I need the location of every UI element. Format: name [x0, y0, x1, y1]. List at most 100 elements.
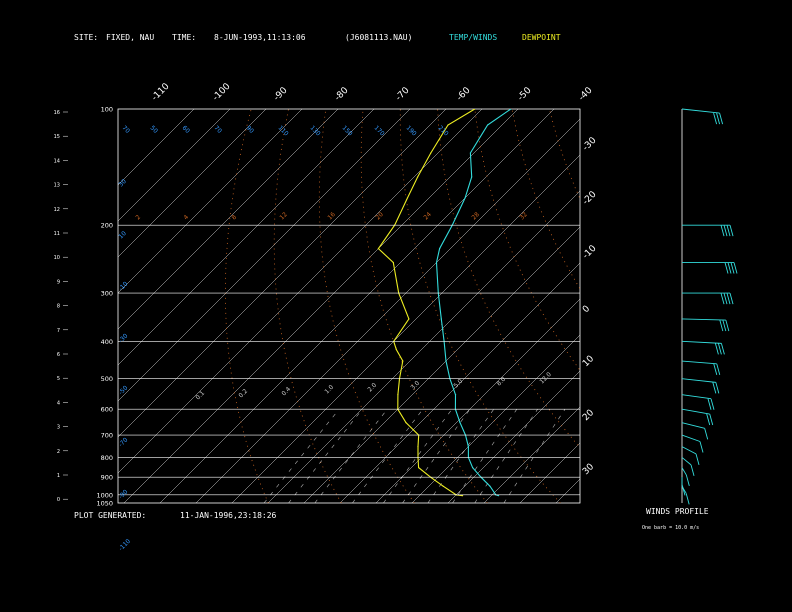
height-tick-label: 11 — [54, 231, 60, 237]
pressure-tick-label: 100 — [101, 106, 113, 114]
wind-barb-staff — [681, 340, 722, 344]
dry-adiabat-line — [360, 109, 488, 503]
mixing-ratio-line — [288, 409, 363, 503]
isotherm-line — [118, 109, 339, 330]
wind-barb-flag — [690, 464, 695, 476]
winds-profile-note: One barb = 10.0 m/s — [642, 525, 700, 531]
isotherm-line — [339, 262, 580, 503]
dry-adiabat-label: 32 — [518, 211, 528, 221]
wind-barb-flag — [714, 343, 719, 355]
isotherm-top-label: -100 — [211, 81, 233, 103]
isotherm-line — [447, 370, 580, 503]
mixing-ratio-label: 8.0 — [495, 376, 507, 388]
dry-adiabat-line — [661, 109, 792, 503]
dewpoint-profile-point — [395, 348, 397, 351]
wind-barb-staff — [681, 108, 720, 114]
isotherm-line — [628, 109, 792, 503]
isotherm-line — [118, 109, 411, 402]
mixing-ratio-line — [427, 409, 495, 503]
isotherm-line — [195, 118, 580, 503]
left-edge-label: 30 — [117, 178, 127, 188]
isotherm-line — [159, 109, 555, 503]
height-tick-label: 10 — [54, 255, 60, 261]
left-edge-label: -10 — [117, 280, 129, 292]
header-time-value: 8-JUN-1993,11:13:06 — [214, 33, 306, 42]
wind-barb-staff — [681, 408, 710, 415]
height-tick-label: 13 — [54, 183, 60, 189]
isotherm-line — [411, 334, 580, 503]
isotherm-line — [555, 478, 580, 503]
theta-e-label: 170 — [373, 124, 386, 137]
theta-e-label: 150 — [341, 124, 354, 137]
theta-e-label: 90 — [245, 124, 255, 134]
isotherm-line — [118, 109, 195, 186]
isotherm-right-label: 20 — [581, 408, 596, 423]
dry-adiabat-line — [318, 109, 415, 503]
header-time-label: TIME: — [172, 33, 197, 42]
dry-adiabat-label: 28 — [470, 211, 480, 221]
pressure-tick-label: 400 — [101, 338, 113, 346]
height-tick-label: 3 — [57, 425, 60, 431]
dewpoint-profile-point — [377, 247, 380, 250]
wind-barb-flag — [725, 319, 730, 332]
height-tick-label: 14 — [54, 158, 60, 164]
isotherm-line — [123, 109, 519, 503]
wind-barb-flag — [709, 413, 714, 426]
mixing-ratio-label: 0.2 — [237, 388, 249, 400]
dewpoint-profile-point — [417, 176, 419, 178]
mixing-ratio-line — [383, 409, 453, 503]
wind-barb-staff — [681, 318, 726, 321]
mixing-ratio-label: 2.0 — [366, 382, 378, 394]
pressure-tick-label: 1050 — [96, 500, 113, 508]
winds-profile-title: WINDS PROFILE — [646, 507, 709, 516]
isotherm-line — [118, 109, 447, 438]
isotherm-top-label: -90 — [272, 85, 290, 103]
dewpoint-profile-point — [406, 197, 409, 199]
left-edge-label: -70 — [117, 436, 129, 448]
isotherm-line — [118, 109, 375, 366]
dry-adiabat-line — [511, 109, 580, 290]
pressure-tick-label: 700 — [101, 432, 113, 440]
wind-barb-staff — [681, 394, 712, 400]
temperature-profile-point — [472, 466, 474, 469]
dry-adiabat-line — [624, 109, 792, 503]
height-tick-label: 6 — [57, 352, 60, 358]
wind-barb-staff — [681, 422, 705, 429]
dry-adiabat-label: 24 — [422, 211, 432, 221]
isotherm-line — [118, 109, 231, 222]
wind-barb-flag — [724, 262, 729, 274]
dry-adiabat-line — [699, 109, 792, 503]
isotherm-top-label: -110 — [150, 81, 172, 103]
isotherm-right-label: -20 — [581, 189, 599, 207]
dry-adiabat-line — [399, 109, 561, 503]
temperature-profile-point — [439, 247, 441, 250]
dewpoint-profile-point — [397, 394, 399, 396]
dewpoint-profile-point — [417, 446, 419, 448]
wind-barb-flag — [707, 398, 712, 410]
wind-barb-flag — [695, 453, 700, 466]
header-site-label: SITE: — [74, 33, 99, 42]
pressure-tick-label: 600 — [101, 406, 113, 414]
theta-e-label: 110 — [277, 124, 290, 137]
pressure-tick-label: 900 — [101, 474, 113, 482]
dry-adiabat-line — [474, 109, 580, 371]
isotherm-line — [592, 109, 792, 503]
wind-barb-staff — [681, 446, 697, 455]
dry-adiabat-line — [587, 109, 792, 503]
isotherm-right-label: 10 — [581, 354, 596, 369]
plot-frame — [117, 108, 581, 504]
mixing-ratio-line — [263, 409, 340, 503]
isotherm-line — [118, 109, 303, 294]
temperature-profile-point — [435, 261, 438, 264]
isotherm-right-label: -10 — [581, 243, 599, 261]
temperature-profile-point — [510, 109, 512, 110]
dewpoint-profile-point — [405, 422, 407, 424]
temperature-profile-point — [459, 422, 461, 424]
dewpoint-profile-point — [430, 152, 432, 154]
wind-barb-flag — [716, 363, 721, 375]
left-edge-label: -50 — [117, 384, 129, 396]
dry-adiabat-label: 20 — [374, 211, 384, 221]
pressure-tick-label: 300 — [101, 290, 113, 298]
dry-adiabat-line — [437, 109, 580, 449]
isotherm-right-label: -30 — [581, 135, 599, 153]
